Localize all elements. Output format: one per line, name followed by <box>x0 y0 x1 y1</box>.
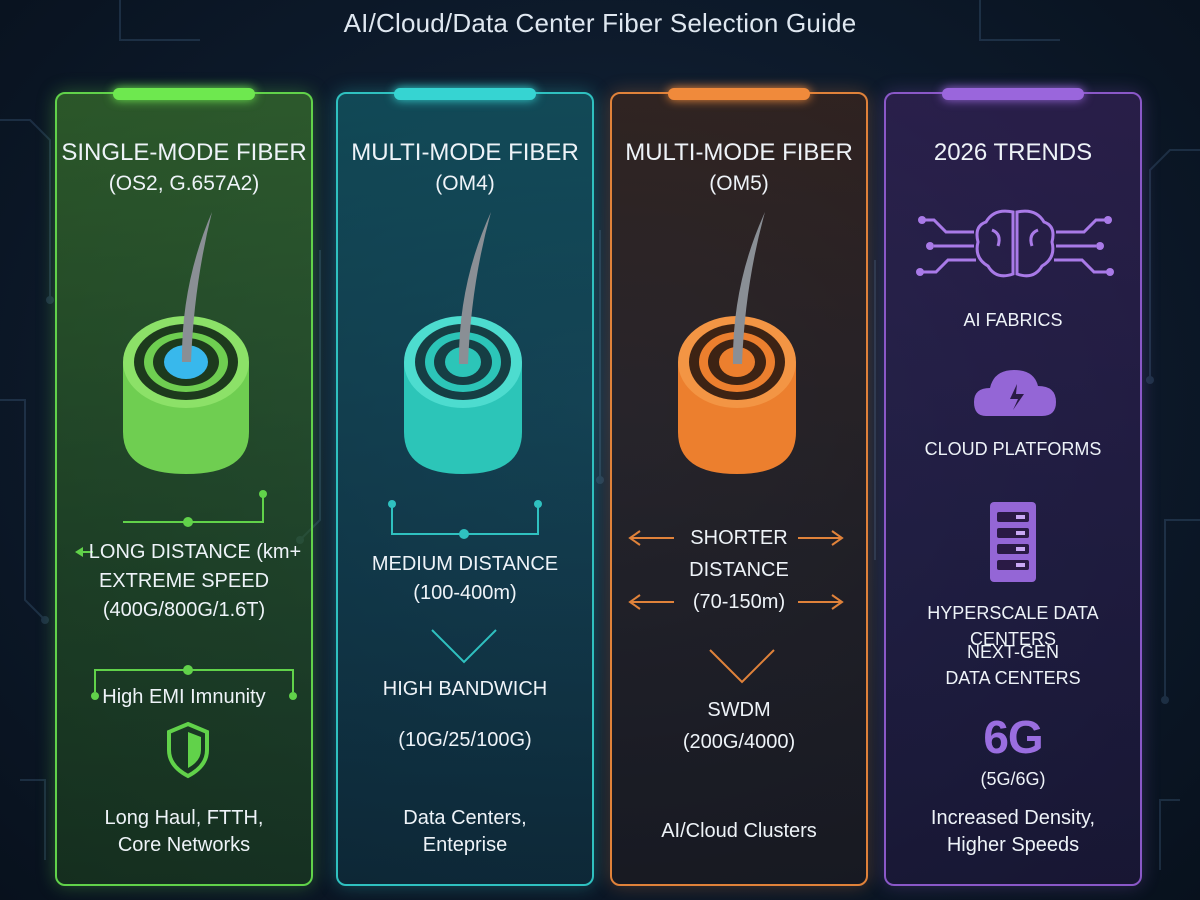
distance-line: (70-150m) <box>692 591 786 613</box>
card-2026-trends: 2026 TRENDS AI FABRICS CLOUD PLATFORMS H… <box>884 88 1142 886</box>
page-title: AI/Cloud/Data Center Fiber Selection Gui… <box>343 8 857 38</box>
card-multi-mode-om4: MULTI-MODE FIBER (OM4) MEDIUM DISTANCE (… <box>336 88 594 886</box>
next-gen-line: NEXT-GEN <box>966 642 1059 662</box>
distance-connector-lines <box>75 490 267 557</box>
trend-item: AI FABRICS <box>963 310 1063 330</box>
feature-label: High EMI Imnunity <box>102 686 266 708</box>
footer-line: Higher Speeds <box>946 834 1080 856</box>
fiber-connector-illustration <box>123 212 249 474</box>
distance-arrows <box>628 530 844 610</box>
card-tab <box>113 88 255 100</box>
speed-label: (10G/25/100G) <box>398 729 532 751</box>
card-tab <box>668 88 810 100</box>
6g-label: 6G <box>983 711 1043 763</box>
feature-connector-lines <box>91 665 297 700</box>
use-case-line: Data Centers, <box>403 807 527 829</box>
card-single-mode: SINGLE-MODE FIBER (OS2, G.657A2) LONG DI… <box>55 88 313 886</box>
card-heading: MULTI-MODE FIBER <box>625 139 853 166</box>
card-heading: MULTI-MODE FIBER <box>351 139 579 166</box>
distance-line: DISTANCE <box>689 559 789 581</box>
distance-line: SHORTER <box>690 527 788 549</box>
use-case-line: Long Haul, FTTH, <box>104 807 264 829</box>
distance-connector-lines <box>388 500 542 539</box>
distance-line: LONG DISTANCE (km+ <box>88 541 302 563</box>
distance-line: (100-400m) <box>413 582 517 604</box>
card-subheading: (OM4) <box>435 172 495 195</box>
card-subheading: (OS2, G.657A2) <box>108 172 260 195</box>
footer-line: Increased Density, <box>930 807 1096 829</box>
card-heading: 2026 TRENDS <box>933 139 1093 166</box>
6g-sub-label: (5G/6G) <box>980 769 1046 789</box>
cloud-icon <box>974 370 1056 416</box>
brain-circuit-icon <box>916 209 1114 278</box>
card-multi-mode-om5: MULTI-MODE FIBER (OM5) SHORTER DISTANCE … <box>610 88 868 886</box>
speed-label: (200G/4000) <box>682 731 796 753</box>
trend-item: HYPERSCALE DATA CENTERS <box>927 603 1099 649</box>
fiber-connector-illustration <box>678 212 796 474</box>
card-subheading: (OM5) <box>709 172 769 195</box>
next-gen-line: DATA CENTERS <box>945 668 1081 688</box>
distance-line: EXTREME SPEED <box>98 570 270 592</box>
fiber-connector-illustration <box>404 212 522 474</box>
card-heading: SINGLE-MODE FIBER <box>61 139 307 166</box>
feature-label: HIGH BANDWICH <box>382 678 548 700</box>
distance-line: (400G/800G/1.6T) <box>102 599 266 621</box>
shield-icon <box>167 721 209 779</box>
use-case-line: AI/Cloud Clusters <box>661 820 817 842</box>
distance-line: MEDIUM DISTANCE <box>371 553 559 575</box>
card-tab <box>394 88 536 100</box>
chevron-down-icon <box>709 649 775 684</box>
card-tab <box>942 88 1084 100</box>
feature-label: SWDM <box>707 699 771 721</box>
server-rack-icon <box>990 502 1036 582</box>
chevron-down-icon <box>431 629 497 664</box>
use-case-line: Enteprise <box>422 834 508 856</box>
trend-item: CLOUD PLATFORMS <box>924 439 1102 459</box>
use-case-line: Core Networks <box>117 834 251 856</box>
